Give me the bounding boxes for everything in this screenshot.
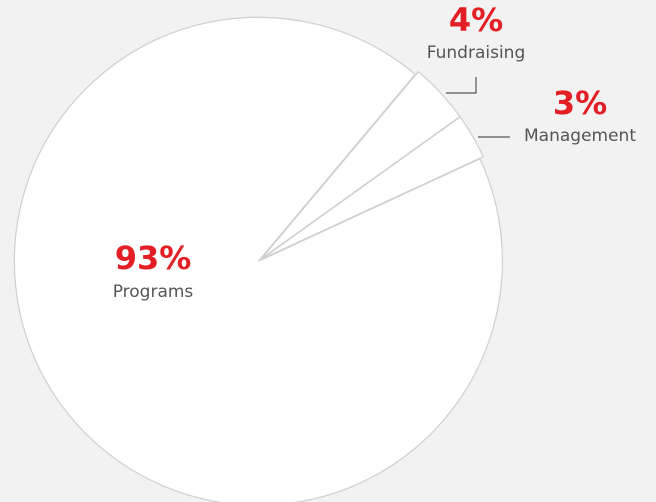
value-label: 93% (115, 239, 192, 277)
pie (13, 16, 504, 502)
category-label: Management (524, 126, 636, 146)
pie-slice (261, 116, 485, 260)
pie-slice (13, 16, 504, 502)
leader-line (446, 77, 477, 94)
value-label: 4% (449, 1, 503, 39)
value-label: 3% (553, 84, 607, 122)
category-label: Programs (113, 282, 194, 302)
leader-lines (446, 77, 510, 138)
category-label: Fundraising (427, 43, 525, 63)
